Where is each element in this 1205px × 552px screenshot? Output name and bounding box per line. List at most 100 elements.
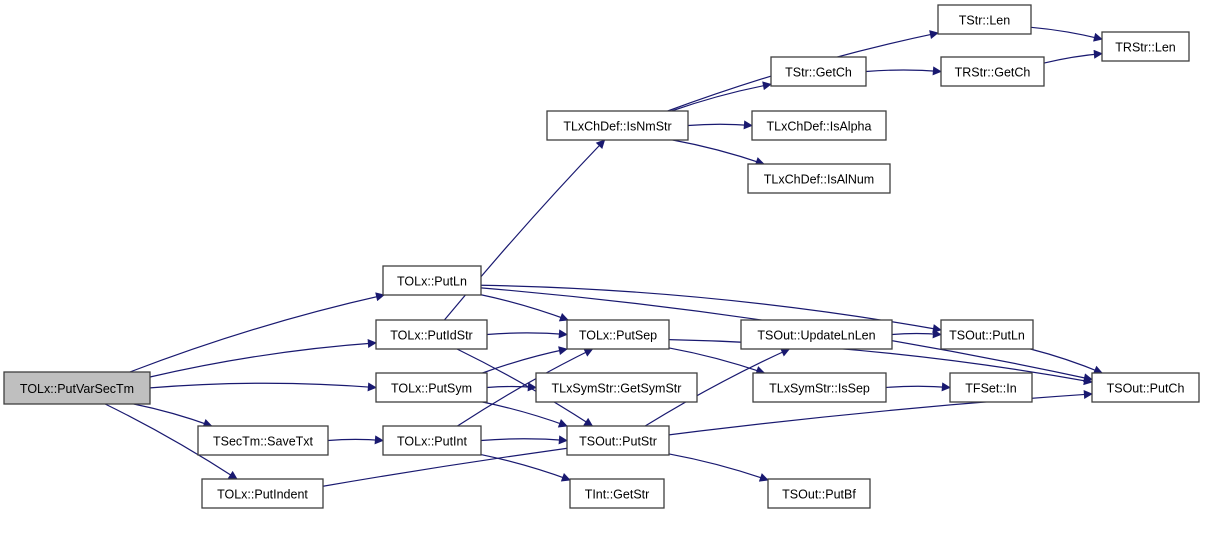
node-box <box>566 319 670 350</box>
node-box <box>569 478 665 509</box>
edge-putsep-to-soutputch <box>668 339 1093 386</box>
edge-updatelnlen-to-soutputln <box>891 329 942 339</box>
node-box <box>770 56 867 87</box>
edge-soutputstr-to-soutputbf <box>668 453 769 482</box>
node-tstrlen[interactable]: TStr::Len <box>937 4 1032 35</box>
node-label: TOLx::PutSep <box>579 329 657 343</box>
node-box <box>546 110 689 141</box>
node-issep[interactable]: TLxSymStr::IsSep <box>752 372 887 403</box>
node-box <box>949 372 1033 403</box>
node-trstrgetch[interactable]: TRStr::GetCh <box>940 56 1045 87</box>
node-label: TInt::GetStr <box>585 488 650 502</box>
node-box <box>740 319 893 350</box>
edge-putsym-to-soutputstr <box>482 401 568 428</box>
node-tfsetin[interactable]: TFSet::In <box>949 372 1033 403</box>
node-isalnum[interactable]: TLxChDef::IsAlNum <box>747 163 891 194</box>
node-label: TOLx::PutIndent <box>217 488 308 502</box>
edge-putsep-to-issep <box>668 347 766 375</box>
node-isalpha[interactable]: TLxChDef::IsAlpha <box>751 110 887 141</box>
node-box <box>375 372 488 403</box>
node-box <box>197 425 329 456</box>
edge-putvarsectm-to-putsym <box>149 382 377 392</box>
edge-isnmstr-to-isalpha <box>687 120 753 130</box>
node-box <box>3 371 151 405</box>
node-label: TSOut::UpdateLnLen <box>757 329 875 343</box>
node-soutputbf[interactable]: TSOut::PutBf <box>767 478 871 509</box>
node-label: TOLx::PutInt <box>397 435 467 449</box>
node-putsym[interactable]: TOLx::PutSym <box>375 372 488 403</box>
edges-layer <box>104 26 1103 487</box>
node-box <box>375 319 488 350</box>
node-putvarsectm[interactable]: TOLx::PutVarSecTm <box>3 371 151 405</box>
node-savetxt[interactable]: TSecTm::SaveTxt <box>197 425 329 456</box>
node-label: TSOut::PutStr <box>579 435 657 449</box>
edge-putvarsectm-to-putidstr <box>149 338 377 378</box>
edge-issep-to-tfsetin <box>885 382 951 392</box>
node-soutputstr[interactable]: TSOut::PutStr <box>566 425 670 456</box>
edge-putln-to-putsep <box>480 294 569 322</box>
node-soutputch[interactable]: TSOut::PutCh <box>1091 372 1200 403</box>
edge-putidstr-to-isnmstr <box>443 139 606 321</box>
node-putln[interactable]: TOLx::PutLn <box>382 265 482 296</box>
edge-putvarsectm-to-savetxt <box>133 403 213 428</box>
node-updatelnlen[interactable]: TSOut::UpdateLnLen <box>740 319 893 350</box>
node-isnmstr[interactable]: TLxChDef::IsNmStr <box>546 110 689 141</box>
node-box <box>382 265 482 296</box>
node-putsep[interactable]: TOLx::PutSep <box>566 319 670 350</box>
edge-tstrgetch-to-trstrgetch <box>865 66 942 76</box>
node-tintgetstr[interactable]: TInt::GetStr <box>569 478 665 509</box>
node-putint[interactable]: TOLx::PutInt <box>382 425 482 456</box>
edge-trstrgetch-to-trstrlen <box>1043 49 1103 64</box>
nodes-layer: TOLx::PutVarSecTm TOLx::PutLnTOLx::PutIdS… <box>3 4 1200 509</box>
node-putindent[interactable]: TOLx::PutIndent <box>201 478 324 509</box>
node-label: TSOut::PutCh <box>1107 382 1185 396</box>
edge-putint-to-putsep <box>457 348 594 427</box>
node-box <box>1091 372 1200 403</box>
node-label: TOLx::PutVarSecTm <box>20 382 134 396</box>
node-label: TOLx::PutLn <box>397 275 467 289</box>
node-box <box>767 478 871 509</box>
node-box <box>535 372 698 403</box>
node-label: TLxSymStr::IsSep <box>769 382 870 396</box>
node-label: TSOut::PutLn <box>949 329 1025 343</box>
node-label: TRStr::Len <box>1115 41 1175 55</box>
edge-putsym-to-putsep <box>482 346 568 374</box>
node-label: TStr::GetCh <box>785 66 852 80</box>
node-box <box>382 425 482 456</box>
node-label: TRStr::GetCh <box>955 66 1031 80</box>
node-label: TLxSymStr::GetSymStr <box>552 382 682 396</box>
node-box <box>937 4 1032 35</box>
node-label: TFSet::In <box>965 382 1016 396</box>
node-box <box>747 163 891 194</box>
edge-isnmstr-to-isalnum <box>672 139 765 166</box>
node-trstrlen[interactable]: TRStr::Len <box>1101 31 1190 62</box>
node-label: TLxChDef::IsAlpha <box>767 120 872 134</box>
node-box <box>566 425 670 456</box>
edge-putvarsectm-to-putln <box>129 292 385 373</box>
node-label: TOLx::PutIdStr <box>390 329 472 343</box>
node-label: TLxChDef::IsAlNum <box>764 173 874 187</box>
node-putidstr[interactable]: TOLx::PutIdStr <box>375 319 488 350</box>
node-getsymstr[interactable]: TLxSymStr::GetSymStr <box>535 372 698 403</box>
edge-tstrlen-to-trstrlen <box>1030 26 1103 42</box>
node-box <box>1101 31 1190 62</box>
node-label: TLxChDef::IsNmStr <box>563 120 671 134</box>
edge-putvarsectm-to-putindent <box>104 403 238 480</box>
node-label: TSecTm::SaveTxt <box>213 435 314 449</box>
edge-soutputstr-to-updatelnlen <box>644 348 791 427</box>
edge-savetxt-to-putint <box>327 435 384 445</box>
node-tstrgetch[interactable]: TStr::GetCh <box>770 56 867 87</box>
node-label: TSOut::PutBf <box>782 488 856 502</box>
edge-putint-to-soutputstr <box>480 435 568 445</box>
node-box <box>201 478 324 509</box>
edge-soutputln-to-soutputch <box>1030 348 1103 375</box>
edge-putidstr-to-putsep <box>486 329 568 339</box>
edge-putsym-to-getsymstr <box>486 382 537 392</box>
node-box <box>752 372 887 403</box>
node-label: TStr::Len <box>959 14 1010 28</box>
node-label: TOLx::PutSym <box>391 382 472 396</box>
node-soutputln[interactable]: TSOut::PutLn <box>940 319 1034 350</box>
node-box <box>940 319 1034 350</box>
node-box <box>940 56 1045 87</box>
